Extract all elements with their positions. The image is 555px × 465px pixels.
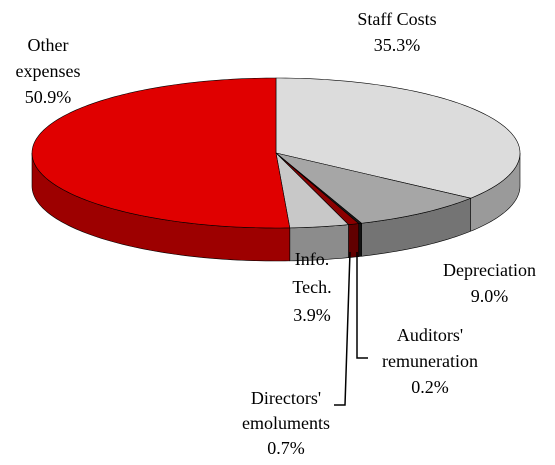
slice-label: Depreciation 9.0% bbox=[424, 257, 555, 309]
slice bbox=[275, 152, 350, 229]
category-label: Staff Costs bbox=[357, 9, 437, 29]
slice-label: Staff Costs 35.3% bbox=[337, 6, 457, 58]
category-label: Info. Tech. bbox=[292, 249, 332, 297]
leader-line bbox=[334, 251, 351, 406]
slice-label: Directors' emoluments 0.7% bbox=[230, 386, 342, 461]
slice-label: Info. Tech. 3.9% bbox=[282, 245, 342, 329]
slice bbox=[275, 77, 521, 199]
category-label: Depreciation bbox=[443, 260, 536, 280]
leader-line bbox=[356, 252, 368, 359]
category-label: Auditors' remuneration bbox=[382, 325, 478, 371]
value-label: 35.3% bbox=[373, 35, 421, 55]
slice-label: Other expenses 50.9% bbox=[0, 32, 96, 110]
value-label: 9.0% bbox=[470, 286, 509, 306]
value-label: 0.2% bbox=[411, 377, 449, 397]
value-label: 0.7% bbox=[267, 438, 305, 458]
category-label: Other expenses bbox=[15, 35, 81, 81]
slice bbox=[275, 152, 472, 224]
value-label: 3.9% bbox=[293, 305, 331, 325]
slice-label: Auditors' remuneration 0.2% bbox=[370, 322, 490, 400]
slice-side bbox=[358, 222, 362, 257]
value-label: 50.9% bbox=[24, 87, 72, 107]
slice bbox=[31, 77, 291, 229]
category-label: Directors' emoluments bbox=[242, 388, 330, 433]
